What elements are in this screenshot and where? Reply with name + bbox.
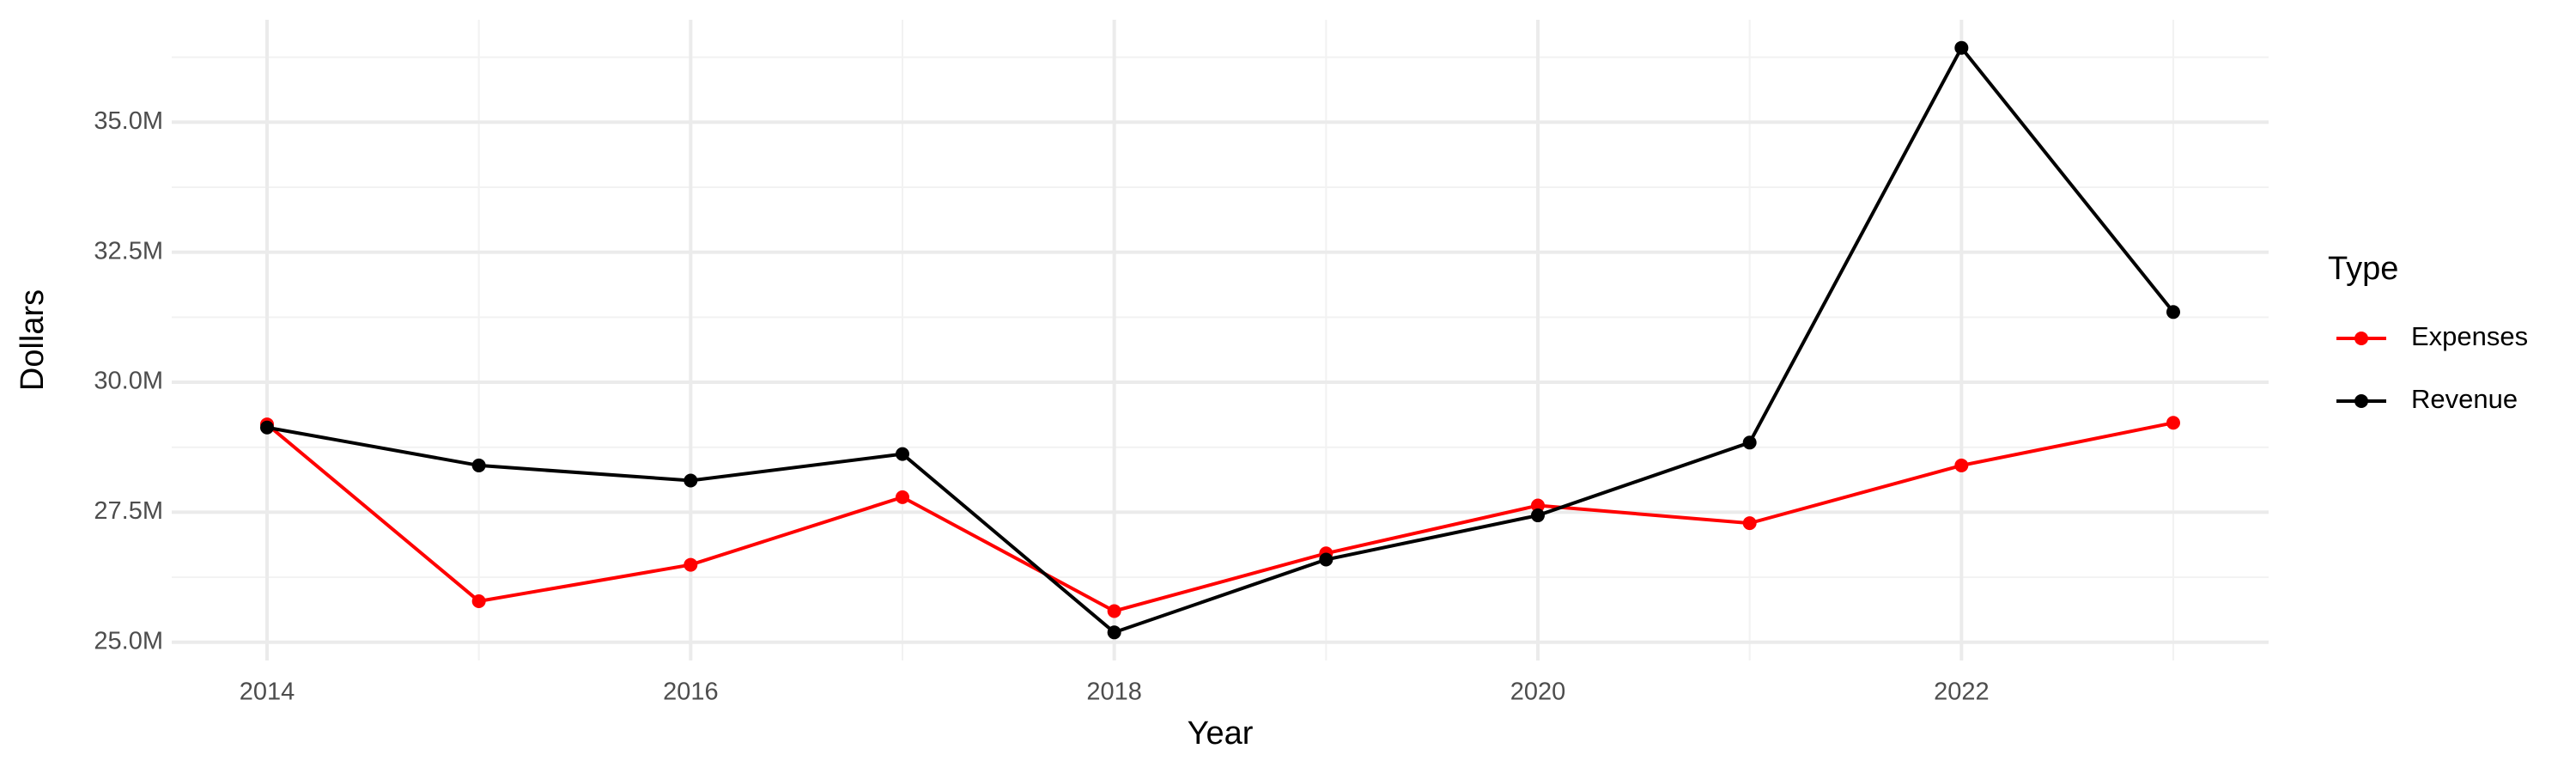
point	[896, 447, 909, 461]
y-tick-label: 27.5M	[94, 497, 163, 525]
x-tick-label: 2016	[663, 679, 719, 706]
y-tick-label: 35.0M	[94, 107, 163, 135]
y-tick-label: 25.0M	[94, 627, 163, 654]
point	[1107, 625, 1121, 640]
x-tick-label: 2020	[1510, 679, 1566, 706]
point	[1531, 508, 1545, 523]
point	[1742, 516, 1757, 531]
point	[2166, 305, 2180, 320]
x-tick-label: 2018	[1086, 679, 1142, 706]
point	[1742, 435, 1757, 450]
point	[260, 420, 274, 435]
legend-label: Expenses	[2411, 321, 2528, 351]
legend-swatch-point	[2354, 394, 2368, 408]
x-tick-label: 2022	[1934, 679, 1990, 706]
point	[471, 458, 486, 472]
point	[1954, 40, 1969, 55]
point	[2166, 416, 2180, 430]
line	[266, 45, 2175, 635]
y-axis-title: Dollars	[15, 289, 51, 391]
point	[896, 490, 909, 504]
legend-label: Revenue	[2411, 384, 2518, 414]
line	[265, 421, 2174, 613]
point	[1954, 458, 1969, 472]
point	[1319, 552, 1334, 567]
point	[1107, 604, 1121, 618]
legend-title: Type	[2328, 251, 2398, 287]
y-tick-label: 30.0M	[94, 368, 163, 395]
point	[683, 557, 698, 572]
legend-swatch-point	[2354, 332, 2368, 345]
point	[1531, 498, 1545, 513]
x-axis-title: Year	[1188, 715, 1254, 752]
point	[683, 473, 698, 488]
point	[471, 593, 486, 608]
x-tick-label: 2014	[240, 679, 295, 706]
y-tick-label: 32.5M	[94, 237, 163, 265]
